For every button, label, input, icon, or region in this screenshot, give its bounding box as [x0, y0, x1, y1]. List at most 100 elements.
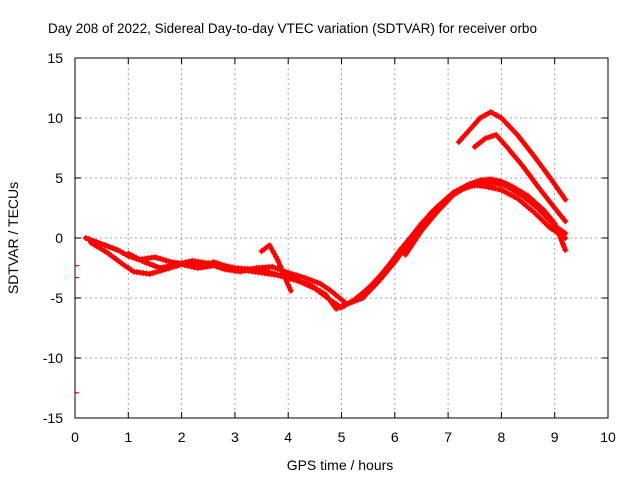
data-point: [151, 263, 158, 269]
data-point: [309, 277, 316, 284]
data-point: [85, 236, 92, 242]
data-point: [143, 260, 150, 266]
data-point: [170, 262, 177, 269]
data-markers: [75, 109, 569, 394]
data-point: [562, 196, 569, 203]
data-point: [357, 296, 364, 302]
data-point: [215, 264, 222, 271]
data-point: [466, 182, 473, 189]
data-point: [82, 235, 89, 241]
x-tick-label: 4: [284, 429, 292, 445]
data-point: [279, 267, 286, 274]
data-point: [146, 271, 153, 277]
data-point: [163, 263, 170, 270]
data-point: [338, 303, 345, 310]
data-point: [179, 259, 186, 266]
data-point: [503, 181, 510, 187]
data-point: [109, 245, 116, 251]
x-tick-label: 8: [498, 429, 506, 445]
data-point: [186, 258, 193, 265]
x-axis-label: GPS time / hours: [287, 457, 394, 473]
data-point: [281, 273, 288, 280]
data-point: [149, 262, 156, 268]
data-point: [290, 271, 297, 278]
data-point: [495, 186, 502, 193]
data-point: [149, 270, 156, 277]
x-tick-label: 9: [551, 429, 559, 445]
x-tick-label: 5: [338, 429, 346, 445]
data-point: [218, 265, 225, 272]
data-point: [101, 242, 108, 248]
data-point: [301, 279, 308, 286]
data-point: [243, 267, 250, 274]
y-axis-label: SDTVAR / TECUs: [5, 182, 21, 294]
x-tick-label: 6: [391, 429, 399, 445]
data-point: [275, 259, 282, 266]
data-point: [106, 244, 113, 250]
data-point: [269, 263, 276, 270]
data-point: [274, 256, 281, 263]
data-point: [559, 241, 566, 248]
data-point: [303, 275, 310, 282]
data-point: [558, 238, 565, 245]
data-point: [246, 266, 253, 273]
data-point: [301, 274, 308, 281]
data-point: [287, 270, 294, 277]
data-point: [487, 133, 494, 140]
data-point: [557, 235, 564, 242]
data-point: [111, 246, 118, 252]
data-point: [274, 272, 281, 279]
data-point: [498, 178, 505, 185]
data-point: [506, 182, 513, 189]
data-point: [286, 284, 293, 291]
data-point: [283, 278, 290, 285]
data-point: [287, 287, 294, 294]
y-tick-label: 10: [47, 110, 63, 126]
x-tick-label: 1: [124, 429, 132, 445]
data-point: [555, 229, 562, 236]
data-point: [282, 275, 289, 282]
y-tick-label: -5: [51, 290, 64, 306]
data-point: [207, 261, 214, 268]
data-point: [343, 301, 350, 307]
data-point: [351, 298, 358, 304]
data-point: [157, 255, 164, 262]
y-tick-label: -15: [43, 410, 63, 426]
data-point: [151, 269, 158, 276]
data-point: [103, 243, 110, 249]
data-point: [154, 255, 161, 261]
data-point: [271, 264, 278, 271]
data-point: [276, 262, 283, 269]
data-point: [314, 279, 321, 286]
data-point: [285, 281, 292, 288]
data-point: [151, 254, 158, 261]
data-point: [213, 263, 220, 270]
x-tick-label: 7: [444, 429, 452, 445]
data-point: [240, 267, 247, 274]
data-point: [354, 297, 361, 303]
chart-title: Day 208 of 2022, Sidereal Day-to-day VTE…: [48, 21, 537, 36]
data-point: [293, 272, 300, 279]
data-point: [562, 247, 569, 253]
data-point: [277, 264, 284, 271]
data-point: [165, 258, 172, 265]
data-point: [346, 300, 353, 306]
data-point: [173, 261, 180, 268]
data-point: [160, 264, 167, 271]
x-tick-label: 3: [231, 429, 239, 445]
data-point: [474, 178, 481, 185]
data-point: [485, 134, 492, 141]
y-tick-label: -10: [43, 350, 63, 366]
data-point: [159, 256, 166, 263]
data-point: [492, 185, 499, 192]
data-point: [306, 276, 313, 283]
data-point: [295, 273, 302, 279]
data-point: [561, 244, 568, 251]
data-point: [237, 268, 244, 275]
y-tick-label: 5: [55, 170, 63, 186]
series-track-c-band: [126, 180, 563, 307]
data-point: [182, 259, 189, 266]
data-point: [176, 260, 183, 267]
data-point: [490, 132, 497, 139]
